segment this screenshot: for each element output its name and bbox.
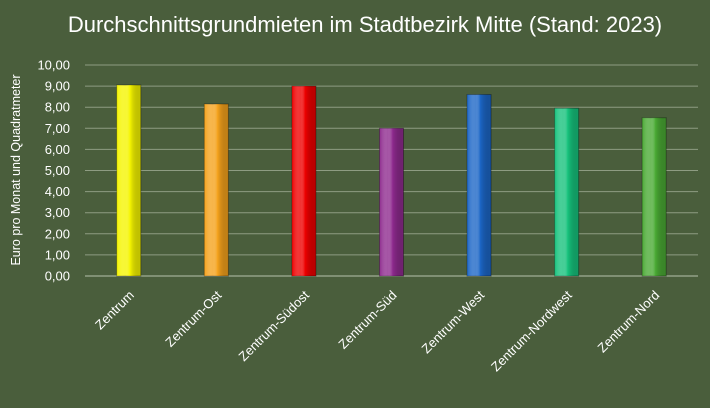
x-tick-label: Zentrum-Ost bbox=[162, 287, 224, 349]
x-tick-label: Zentrum-Süd bbox=[335, 288, 399, 352]
y-tick-label: 0,00 bbox=[45, 269, 70, 284]
y-tick-label: 5,00 bbox=[45, 163, 70, 178]
x-tick-label: Zentrum-Südost bbox=[236, 287, 313, 364]
y-tick-label: 9,00 bbox=[45, 79, 70, 94]
y-tick-label: 6,00 bbox=[45, 142, 70, 157]
y-tick-label: 3,00 bbox=[45, 205, 70, 220]
y-tick-label: 8,00 bbox=[45, 100, 70, 115]
x-tick-label: Zentrum-West bbox=[419, 287, 488, 356]
bar-shading bbox=[642, 117, 667, 276]
y-tick-label: 10,00 bbox=[37, 58, 70, 73]
bar-shading bbox=[116, 85, 141, 276]
y-tick-label: 2,00 bbox=[45, 226, 70, 241]
y-axis-ticks: 0,00 1,00 2,00 3,00 4,00 5,00 6,00 7,00 8,00 9,00… bbox=[37, 58, 70, 284]
y-tick-label: 1,00 bbox=[45, 247, 70, 262]
x-tick-label: Zentrum-Nordwest bbox=[488, 287, 575, 374]
y-axis-label: Euro pro Monat und Quadratmeter bbox=[9, 74, 23, 265]
bar-shading bbox=[554, 108, 579, 276]
y-tick-label: 7,00 bbox=[45, 121, 70, 136]
bar-shading bbox=[467, 94, 492, 276]
x-tick-label: Zentrum-Nord bbox=[595, 288, 663, 356]
bar-shading bbox=[379, 128, 404, 276]
x-tick-label: Zentrum bbox=[92, 288, 137, 333]
x-axis-ticks: Zentrum Zentrum-Ost Zentrum-Südost Zentrum-… bbox=[92, 287, 662, 374]
bars bbox=[116, 84, 667, 277]
y-tick-label: 4,00 bbox=[45, 184, 70, 199]
bar-shading bbox=[291, 86, 316, 276]
chart-title: Durchschnittsgrundmieten im Stadtbezirk … bbox=[68, 12, 662, 37]
bar-shading bbox=[204, 104, 229, 276]
